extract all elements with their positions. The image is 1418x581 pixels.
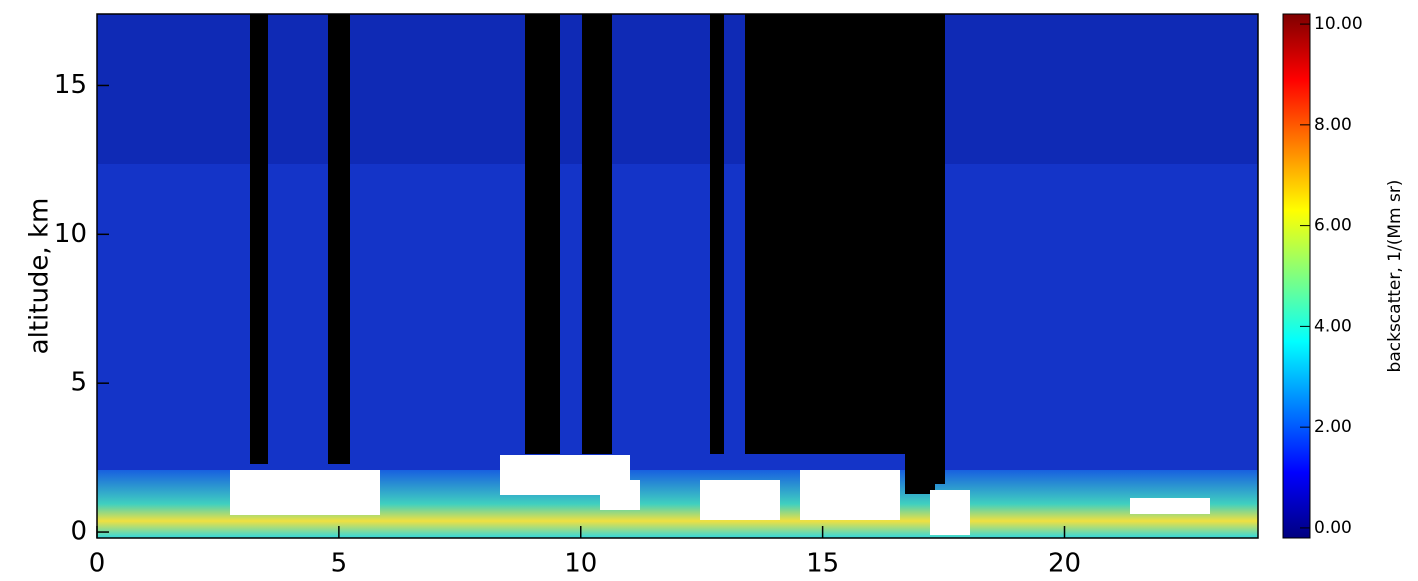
plot-frame bbox=[96, 13, 1259, 539]
x-tick-label: 0 bbox=[89, 549, 106, 579]
colorbar-tick-label: 8.00 bbox=[1314, 115, 1352, 135]
colorbar-tick-label: 6.00 bbox=[1314, 216, 1352, 236]
y-tick-label: 15 bbox=[54, 70, 87, 100]
colorbar-tick-label: 4.00 bbox=[1314, 316, 1352, 336]
colorbar bbox=[1282, 13, 1311, 539]
colorbar-ticks: 0.00 2.00 4.00 6.00 8.00 10.00 bbox=[1300, 14, 1363, 538]
colorbar-tick-label: 2.00 bbox=[1314, 417, 1352, 437]
x-tick-label: 15 bbox=[806, 549, 839, 579]
y-tick-label: 0 bbox=[70, 517, 87, 547]
colorbar-label: backscatter, 1/(Mm sr) bbox=[1385, 180, 1405, 373]
heatmap-image bbox=[97, 14, 1258, 538]
y-tick-label: 10 bbox=[54, 219, 87, 249]
y-axis-label: altitude, km bbox=[25, 198, 55, 355]
x-tick-label: 5 bbox=[331, 549, 348, 579]
x-tick-label: 20 bbox=[1048, 549, 1081, 579]
colorbar-tick-label: 10.00 bbox=[1314, 14, 1363, 34]
colorbar-tick-label: 0.00 bbox=[1314, 518, 1352, 538]
x-tick-label: 10 bbox=[564, 549, 597, 579]
y-tick-label: 5 bbox=[70, 368, 87, 398]
